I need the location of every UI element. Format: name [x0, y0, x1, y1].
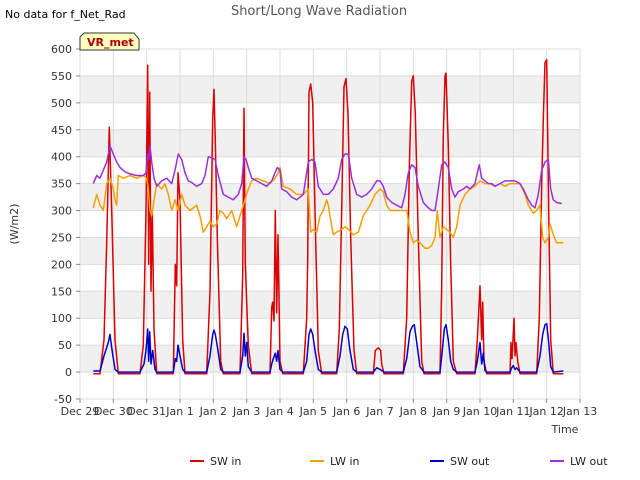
legend: SW in LW in SW out LW out	[190, 455, 608, 468]
plot-band	[80, 75, 580, 103]
x-tick-label: Jan 5	[299, 405, 327, 418]
x-tick-label: Jan 10	[462, 405, 497, 418]
x-tick-label: Jan 9	[432, 405, 460, 418]
chart-title: Short/Long Wave Radiation	[231, 4, 407, 19]
series-line-lw-in	[92, 166, 564, 249]
plot-area	[80, 49, 580, 399]
legend-label: SW out	[450, 455, 490, 468]
y-axis-label: (W/m2)	[8, 204, 21, 245]
x-tick-label: Jan 11	[495, 405, 530, 418]
y-tick-label: 550	[51, 70, 72, 83]
plot-band	[80, 291, 580, 319]
series-line-lw-out	[92, 145, 562, 212]
y-tick-label: 200	[51, 258, 72, 271]
x-tick-label: Jan 1	[165, 405, 193, 418]
plot-band	[80, 129, 580, 157]
x-tick-label: Jan 4	[265, 405, 293, 418]
x-tick-label: Jan 7	[365, 405, 393, 418]
y-tick-label: 300	[51, 205, 72, 218]
series-line-sw-out	[93, 322, 564, 373]
y-tick-label: 400	[51, 151, 72, 164]
y-tick-label: 450	[51, 124, 72, 137]
y-tick-label: 600	[51, 43, 72, 56]
legend-label: LW out	[570, 455, 608, 468]
x-tick-label: Dec 31	[127, 405, 166, 418]
y-tick-label: 50	[58, 339, 72, 352]
x-tick-label: Dec 29	[61, 405, 100, 418]
y-tick-label: 350	[51, 178, 72, 191]
x-tick-label: Jan 6	[332, 405, 360, 418]
y-tick-label: 500	[51, 97, 72, 110]
y-axis: -50 0 50 100 150 200 250 300 350 400 450 500 550 600	[51, 43, 80, 406]
plot-band	[80, 345, 580, 373]
plot-background	[80, 49, 580, 399]
y-tick-label: -50	[54, 393, 72, 406]
plot-band	[80, 237, 580, 265]
y-tick-label: 0	[65, 366, 72, 379]
x-tick-label: Dec 30	[94, 405, 133, 418]
badge: VR_met	[79, 32, 140, 51]
legend-label: SW in	[210, 455, 241, 468]
x-tick-label: Jan 8	[399, 405, 427, 418]
y-tick-label: 250	[51, 231, 72, 244]
x-tick-label: Jan 12	[528, 405, 563, 418]
x-tick-label: Jan 2	[199, 405, 227, 418]
x-tick-label: Jan 3	[232, 405, 260, 418]
badge-label: VR_met	[87, 36, 134, 49]
y-tick-label: 100	[51, 312, 72, 325]
nodata-message: No data for f_Net_Rad	[5, 8, 126, 21]
x-tick-label: Jan 13	[562, 405, 597, 418]
y-tick-label: 150	[51, 285, 72, 298]
plot-band	[80, 183, 580, 211]
series-layer	[92, 59, 564, 375]
legend-label: LW in	[330, 455, 360, 468]
badge-shape	[79, 32, 140, 51]
x-axis-label: Time	[551, 423, 579, 436]
